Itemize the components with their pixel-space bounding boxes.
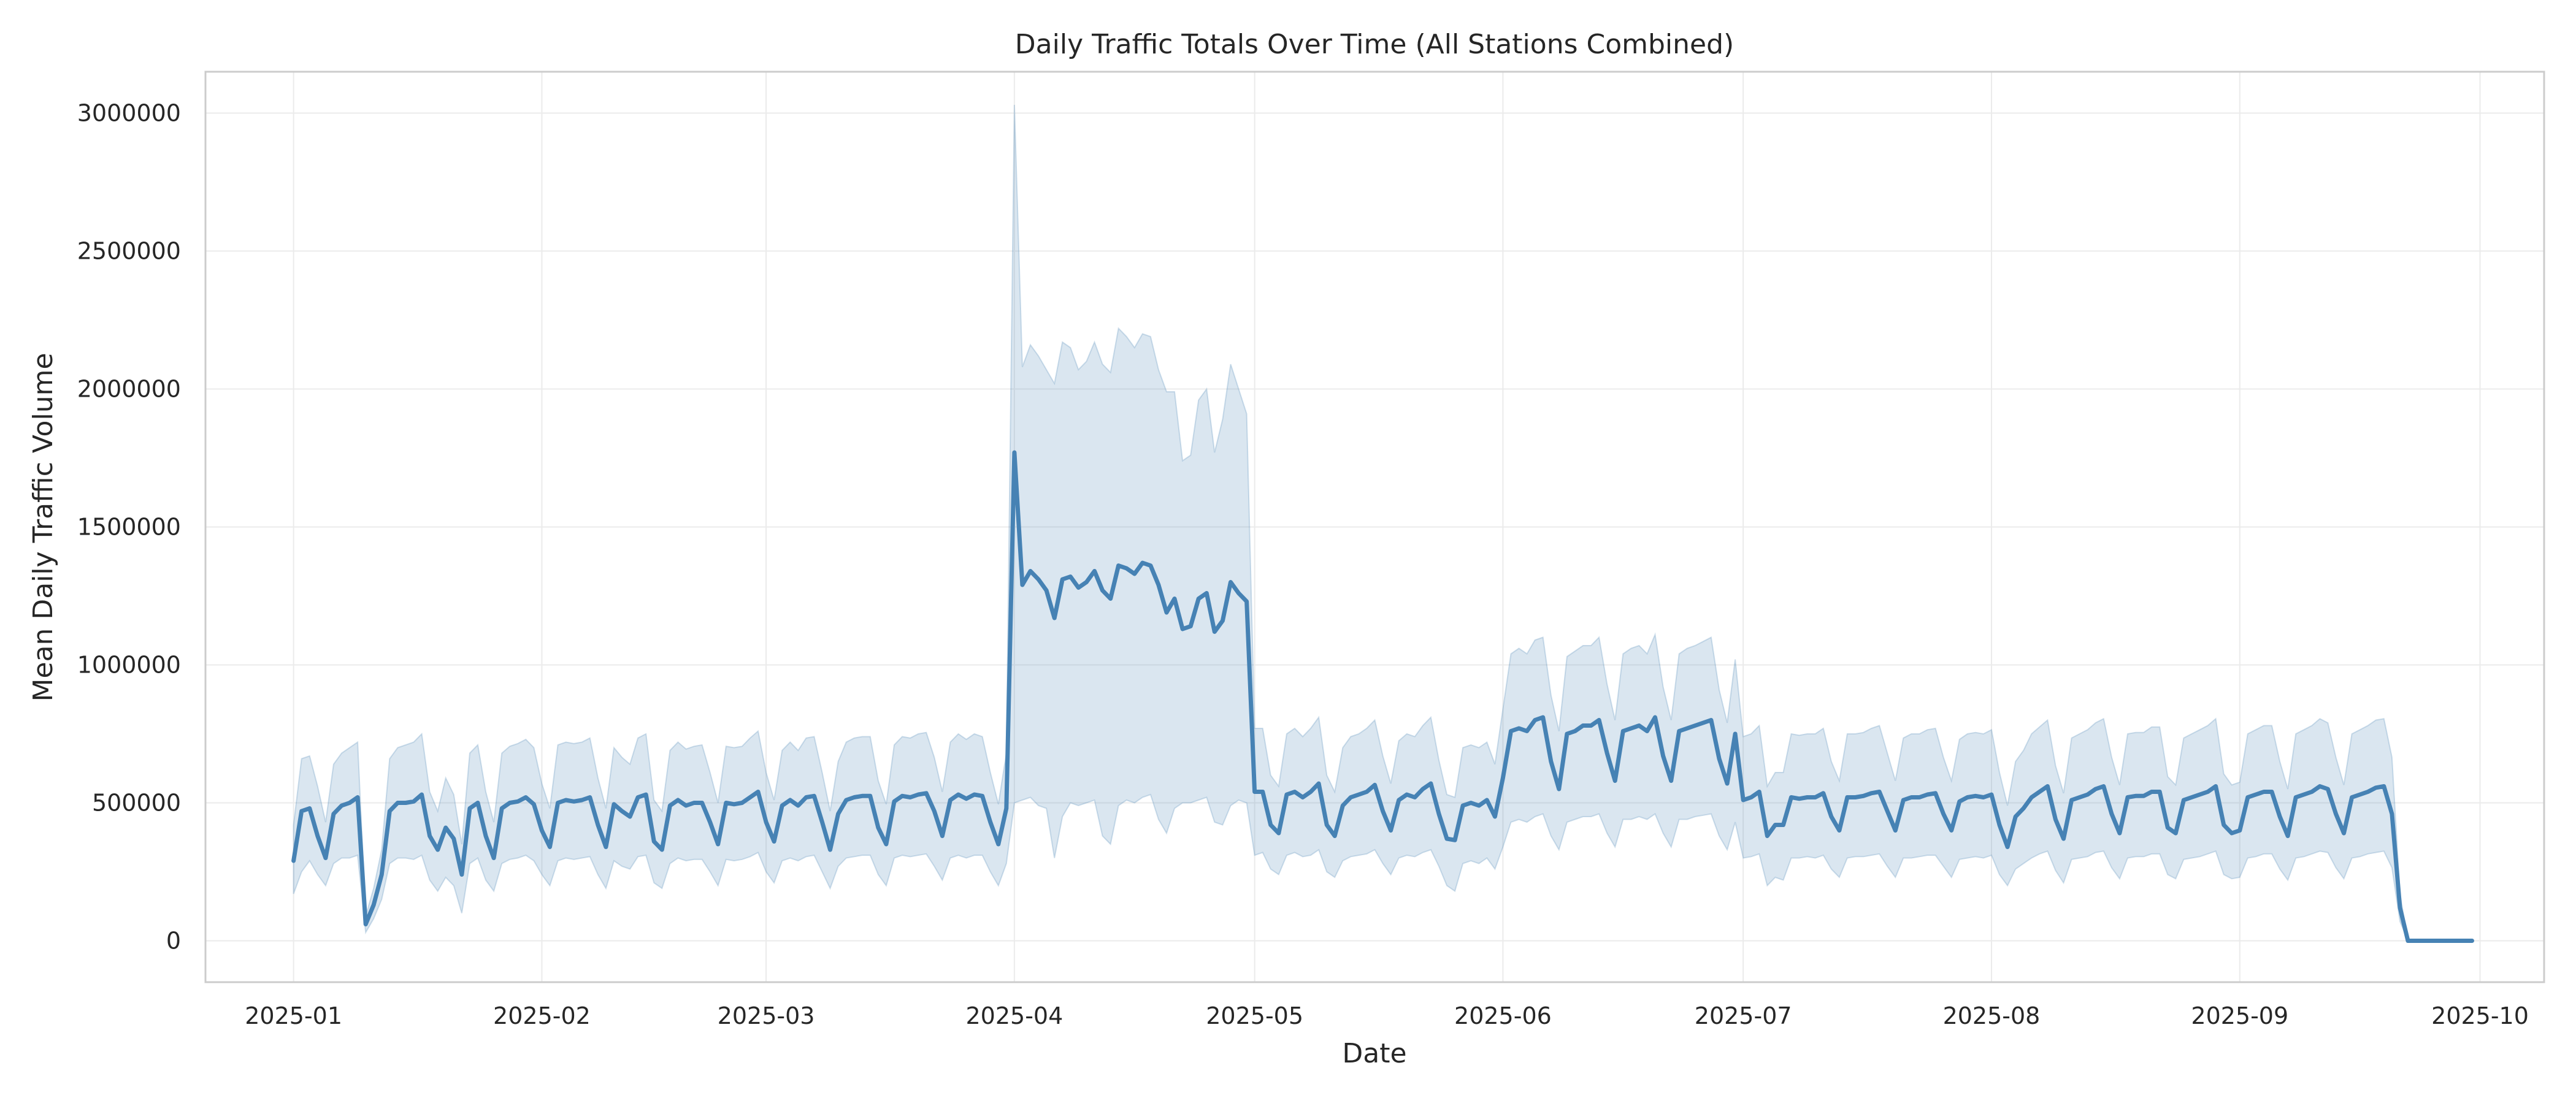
x-tick-label: 2025-10 — [2431, 1002, 2529, 1029]
y-tick-label: 2000000 — [77, 376, 181, 403]
y-tick-label: 1500000 — [77, 514, 181, 541]
y-tick-label: 1000000 — [77, 652, 181, 679]
x-tick-label: 2025-05 — [1206, 1002, 1303, 1029]
y-tick-label: 2500000 — [77, 238, 181, 265]
y-tick-label: 0 — [166, 928, 181, 955]
x-axis-label: Date — [1342, 1038, 1406, 1069]
y-tick-labels: 0 500000 1000000 1500000 2000000 2500000 30000… — [77, 100, 181, 955]
x-tick-label: 2025-06 — [1454, 1002, 1552, 1029]
chart-title: Daily Traffic Totals Over Time (All Stat… — [1015, 29, 1734, 60]
mean-line-layer — [291, 450, 2474, 943]
y-axis-label: Mean Daily Traffic Volume — [28, 353, 59, 701]
x-tick-labels: 2025-01 2025-02 2025-03 2025-04 2025-05 2025-… — [245, 1002, 2529, 1029]
x-tick-label: 2025-08 — [1943, 1002, 2041, 1029]
y-tick-label: 3000000 — [77, 100, 181, 127]
y-tick-label: 500000 — [92, 790, 181, 817]
x-tick-label: 2025-02 — [493, 1002, 591, 1029]
x-tick-label: 2025-03 — [718, 1002, 815, 1029]
mean-traffic-line — [291, 450, 2474, 943]
plot-frame — [204, 71, 2545, 983]
x-tick-label: 2025-01 — [245, 1002, 342, 1029]
x-tick-label: 2025-04 — [965, 1002, 1063, 1029]
x-tick-label: 2025-07 — [1695, 1002, 1792, 1029]
x-tick-label: 2025-09 — [2191, 1002, 2288, 1029]
